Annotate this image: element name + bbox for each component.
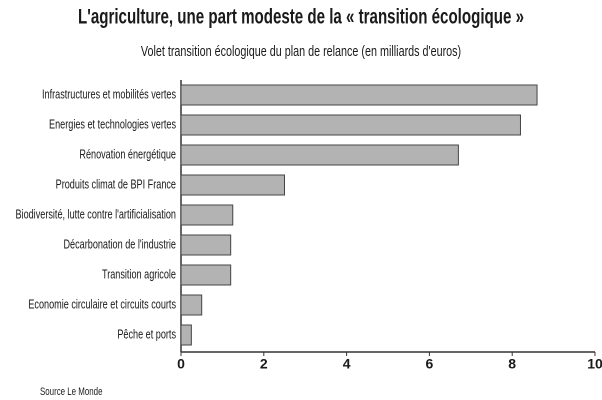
y-tick-label: Energies et technologies vertes (49, 118, 176, 132)
y-tick-label: Biodiversité, lutte contre l'artificiali… (15, 208, 176, 222)
source: Source Le Monde (40, 386, 102, 399)
bar (180, 144, 459, 166)
x-tick-label: 0 (177, 356, 185, 372)
y-tick-label: Infrastructures et mobilités vertes (42, 88, 176, 102)
category-label-group: Rénovation énergétique (79, 148, 176, 162)
category-label-group: Biodiversité, lutte contre l'artificiali… (15, 208, 176, 222)
chart-title: L'agriculture, une part modeste de la « … (78, 4, 524, 28)
bar (180, 264, 232, 286)
x-tick-label: 2 (260, 356, 268, 372)
subtitle-group: Volet transition écologique du plan de r… (141, 42, 461, 59)
y-tick-label: Transition agricole (102, 268, 176, 282)
title-group: L'agriculture, une part modeste de la « … (78, 4, 524, 28)
bar (180, 324, 192, 346)
category-label-group: Infrastructures et mobilités vertes (42, 88, 176, 102)
bar (180, 294, 203, 316)
x-tick-label: 4 (343, 356, 351, 372)
y-tick-label: Décarbonation de l'industrie (63, 238, 176, 252)
category-label-group: Transition agricole (102, 268, 176, 282)
chart-subtitle: Volet transition écologique du plan de r… (141, 42, 461, 59)
bar (180, 174, 285, 196)
bar (180, 84, 538, 106)
bar (180, 114, 521, 136)
x-tick-label: 8 (508, 356, 516, 372)
bar (180, 234, 232, 256)
category-label-group: Pêche et ports (117, 328, 176, 342)
y-tick-label: Economie circulaire et circuits courts (28, 298, 176, 312)
y-tick-label: Rénovation énergétique (79, 148, 176, 162)
y-tick-label: Produits climat de BPI France (56, 178, 176, 192)
category-label-group: Produits climat de BPI France (56, 178, 176, 192)
bar (180, 204, 234, 226)
x-tick-label: 10 (587, 356, 602, 372)
category-label-group: Décarbonation de l'industrie (63, 238, 176, 252)
category-label-group: Energies et technologies vertes (49, 118, 176, 132)
category-label-group: Economie circulaire et circuits courts (28, 298, 176, 312)
source-group: Source Le Monde (40, 386, 102, 399)
y-tick-label: Pêche et ports (117, 328, 176, 342)
x-tick-label: 6 (426, 356, 434, 372)
